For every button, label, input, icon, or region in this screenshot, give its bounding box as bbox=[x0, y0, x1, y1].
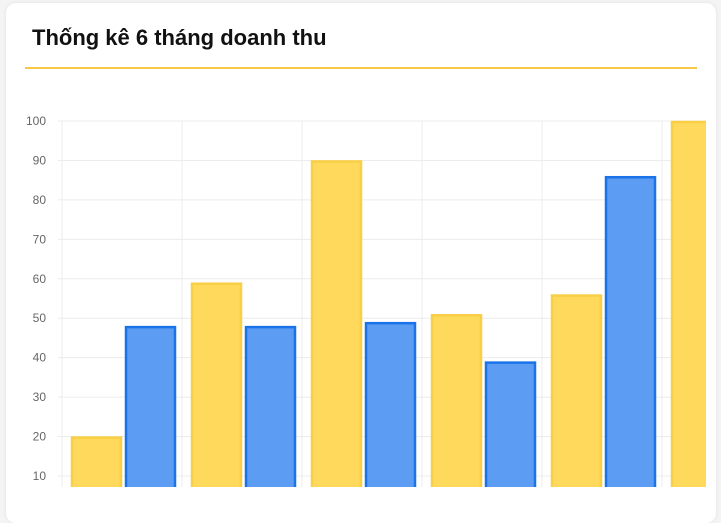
title-divider bbox=[25, 67, 697, 69]
y-tick-label: 10 bbox=[33, 469, 47, 483]
bar-yellow[interactable] bbox=[430, 314, 483, 498]
bar-yellow[interactable] bbox=[670, 120, 716, 498]
bar-yellow[interactable] bbox=[310, 160, 363, 498]
revenue-bar-chart: 10 20 30 40 50 60 70 80 90 100 bbox=[26, 114, 716, 498]
y-tick-label: 90 bbox=[33, 153, 47, 167]
y-tick-label: 50 bbox=[33, 311, 47, 325]
y-tick-label: 20 bbox=[33, 430, 47, 444]
y-tick-label: 60 bbox=[33, 272, 47, 286]
card-title: Thống kê 6 tháng doanh thu bbox=[32, 25, 327, 50]
chart-card: Thống kê 6 tháng doanh thu 10 20 30 40 50 60 7… bbox=[6, 3, 716, 523]
bar-yellow[interactable] bbox=[190, 282, 243, 498]
bar-blue[interactable] bbox=[364, 321, 417, 498]
y-tick-label: 30 bbox=[33, 390, 47, 404]
y-tick-label: 100 bbox=[26, 114, 46, 128]
bar-blue[interactable] bbox=[124, 325, 177, 498]
bar-blue[interactable] bbox=[244, 325, 297, 498]
y-tick-label: 80 bbox=[33, 193, 47, 207]
y-tick-label: 70 bbox=[33, 232, 47, 246]
bar-yellow[interactable] bbox=[70, 436, 123, 498]
bars-group bbox=[70, 120, 716, 498]
y-tick-label: 40 bbox=[33, 351, 47, 365]
bar-yellow[interactable] bbox=[550, 294, 603, 498]
bar-blue[interactable] bbox=[604, 175, 657, 498]
bar-blue[interactable] bbox=[484, 361, 537, 498]
